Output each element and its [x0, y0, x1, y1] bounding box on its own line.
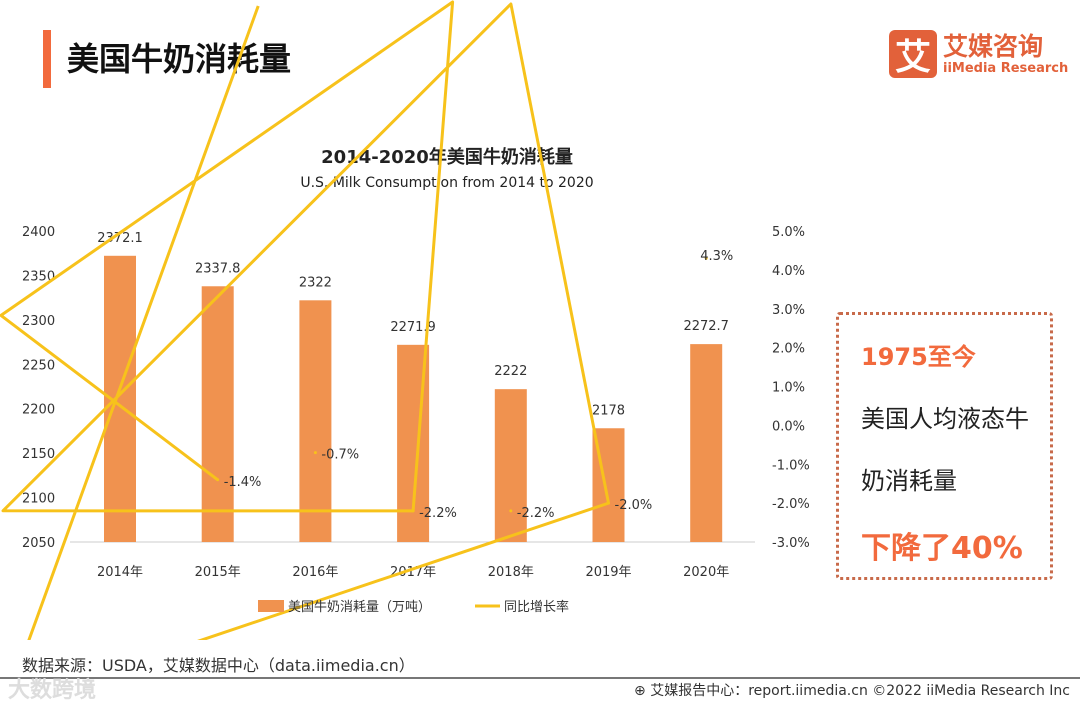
callout-line1: 1975至今 — [861, 343, 976, 371]
logo-mark: 艾 — [889, 30, 937, 78]
x-axis-tick: 2018年 — [488, 565, 534, 580]
legend-swatch-bar — [258, 600, 284, 612]
bar-label: 2222 — [494, 364, 527, 379]
bar-label: 2272.7 — [683, 319, 729, 334]
title-accent-bar — [43, 30, 51, 88]
growth-point — [607, 501, 610, 505]
bar-label: 2178 — [592, 403, 625, 418]
chart-title: 2014-2020年美国牛奶消耗量 — [321, 147, 573, 168]
growth-label: -2.0% — [615, 498, 653, 513]
x-axis-tick: 2020年 — [683, 565, 729, 580]
right-axis-tick: 2.0% — [772, 342, 805, 357]
logo-en: iiMedia Research — [943, 60, 1069, 76]
growth-point — [313, 451, 317, 455]
chart: 2400 2350 2300 2250 2200 2150 2100 2050 5.0% 4.0%… — [0, 0, 810, 640]
bar-label: 2271.9 — [390, 320, 436, 335]
iimedia-logo: 艾 艾媒咨询 iiMedia Research — [889, 30, 1068, 78]
growth-label: 4.3% — [700, 249, 733, 264]
bar — [690, 344, 723, 542]
left-axis-tick: 2050 — [22, 536, 55, 551]
growth-label: -2.2% — [517, 506, 555, 521]
x-axis-tick: 2017年 — [390, 565, 436, 580]
callout-box: 1975至今 美国人均液态牛 奶消耗量 下降了40% — [836, 312, 1053, 580]
growth-line — [0, 0, 610, 640]
logo-cn: 艾媒咨询 — [943, 31, 1044, 61]
chart-subtitle: U.S. Milk Consumption from 2014 to 2020 — [300, 175, 594, 191]
right-axis-tick: 5.0% — [772, 225, 805, 240]
right-axis-tick: -3.0% — [772, 536, 810, 551]
bar-label: 2322 — [299, 275, 332, 290]
footer-divider — [0, 677, 1080, 679]
left-axis-tick: 2150 — [22, 447, 55, 462]
left-axis-tick: 2200 — [22, 403, 55, 418]
bar — [201, 286, 234, 542]
growth-point — [216, 478, 220, 482]
left-axis-tick: 2350 — [22, 269, 55, 284]
right-axis-tick: -1.0% — [772, 458, 810, 473]
x-axis-tick: 2015年 — [195, 565, 241, 580]
legend-label-bar: 美国牛奶消耗量（万吨） — [288, 600, 431, 615]
right-axis-tick: -2.0% — [772, 497, 810, 512]
legend-label-line: 同比增长率 — [504, 599, 569, 615]
growth-label: -1.4% — [224, 475, 262, 490]
growth-point — [704, 256, 708, 260]
left-axis-tick: 2300 — [22, 314, 55, 329]
data-source: 数据来源：USDA，艾媒数据中心（data.iimedia.cn） — [22, 656, 415, 675]
left-axis-tick: 2400 — [22, 225, 55, 240]
callout-line4: 下降了40% — [861, 531, 1023, 566]
left-axis-tick: 2100 — [22, 492, 55, 507]
x-axis-tick: 2016年 — [292, 565, 338, 580]
x-axis-tick: 2019年 — [585, 565, 631, 580]
growth-point — [411, 509, 415, 513]
callout-line2: 美国人均液态牛 — [861, 405, 1029, 433]
x-axis-tick: 2014年 — [97, 565, 143, 580]
watermark: 大数跨境 — [8, 678, 97, 703]
right-axis-tick: 1.0% — [772, 381, 805, 396]
bar — [299, 300, 332, 542]
callout-line3: 奶消耗量 — [861, 467, 957, 495]
growth-label: -2.2% — [419, 506, 457, 521]
right-axis-tick: 4.0% — [772, 264, 805, 279]
page-title: 美国牛奶消耗量 — [67, 40, 292, 78]
bar — [494, 389, 527, 542]
right-axis-tick: 3.0% — [772, 303, 805, 318]
growth-point — [509, 509, 513, 513]
left-axis-tick: 2250 — [22, 358, 55, 373]
bar-label: 2337.8 — [195, 261, 241, 276]
growth-label: -0.7% — [321, 448, 359, 463]
footer-text: ⊕ 艾媒报告中心：report.iimedia.cn ©2022 iiMedia… — [634, 683, 1070, 699]
right-axis-tick: 0.0% — [772, 419, 805, 434]
